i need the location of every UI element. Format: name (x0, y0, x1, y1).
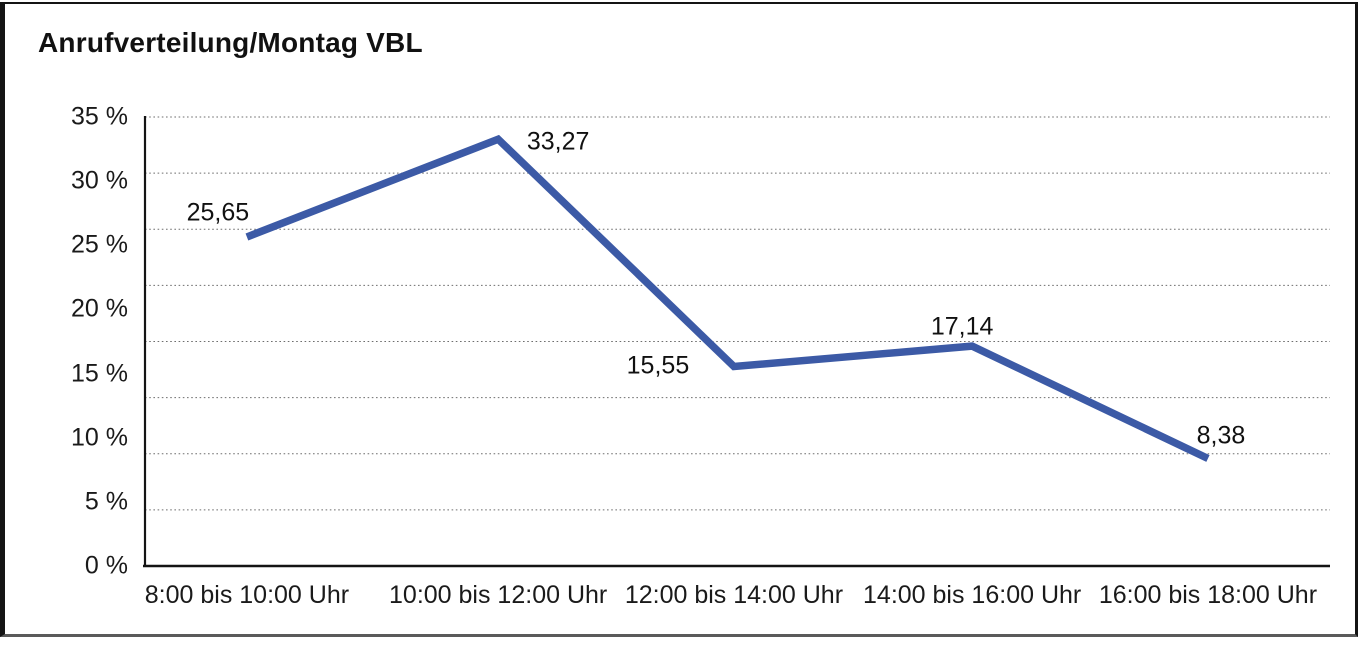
y-axis-tick-label: 25 % (71, 230, 128, 259)
gridlines (145, 116, 1330, 511)
x-axis-category-label: 8:00 bis 10:00 Uhr (144, 581, 350, 609)
y-axis-tick-label: 30 % (71, 166, 128, 195)
value-label: 15,55 (626, 351, 690, 380)
value-label: 17,14 (930, 312, 994, 341)
value-label: 33,27 (526, 127, 590, 156)
y-axis-tick-label: 15 % (71, 359, 128, 388)
x-axis-category-label: 10:00 bis 12:00 Uhr (389, 581, 608, 609)
chart-title: Anrufverteilung/Montag VBL (38, 27, 423, 58)
x-axis-category-label: 14:00 bis 16:00 Uhr (863, 581, 1082, 609)
y-axis-tick-label: 20 % (71, 294, 128, 323)
data-line (245, 134, 1210, 462)
y-axis-tick-label: 35 % (71, 102, 128, 131)
x-axis-category-label: 16:00 bis 18:00 Uhr (1098, 581, 1318, 609)
value-label: 8,38 (1196, 421, 1246, 450)
y-axis-tick-label: 0 % (84, 551, 128, 580)
y-axis-tick-label: 10 % (71, 423, 128, 452)
value-label: 25,65 (186, 198, 250, 227)
x-axis-category-label: 12:00 bis 14:00 Uhr (624, 581, 844, 609)
y-axis-tick-label: 5 % (84, 487, 128, 516)
